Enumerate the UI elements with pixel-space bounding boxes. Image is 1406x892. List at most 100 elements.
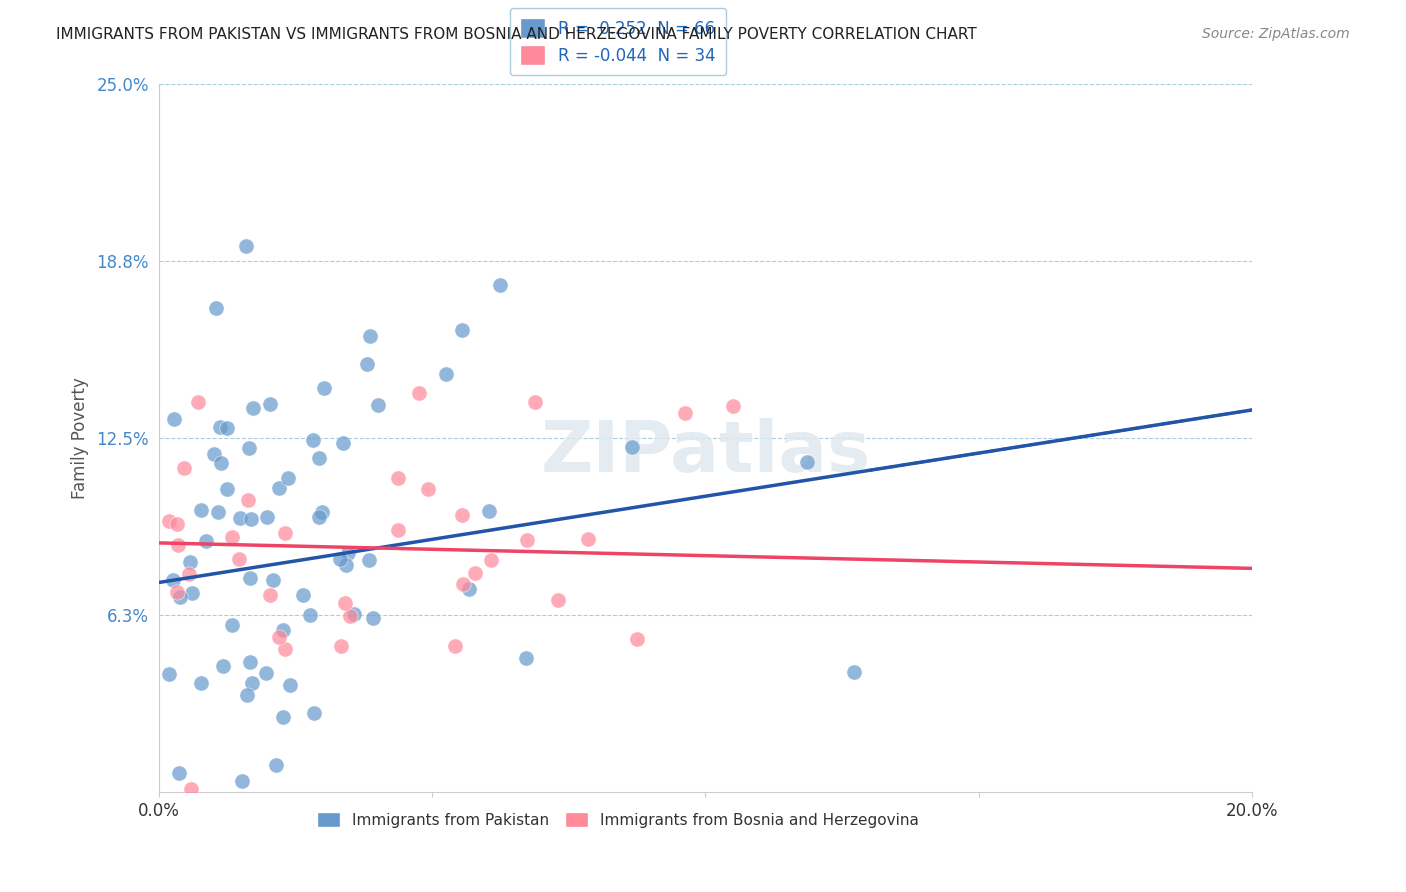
Point (278, 677, 301, 691)
Point (217, 483, 239, 497)
Point (166, 516, 188, 531)
Point (228, 551, 250, 566)
Point (267, 481, 290, 495)
Point (450, 323, 472, 337)
Point (329, 639, 352, 653)
Point (308, 450, 330, 465)
Point (387, 523, 409, 537)
Point (339, 608, 361, 623)
Point (167, 538, 190, 552)
Point (292, 588, 315, 602)
Point (357, 553, 380, 567)
Point (202, 447, 225, 461)
Point (256, 510, 278, 524)
Point (166, 585, 188, 599)
Point (211, 659, 233, 673)
Point (209, 456, 232, 470)
Point (240, 512, 263, 526)
Point (335, 596, 357, 610)
Point (387, 470, 409, 484)
Point (311, 505, 333, 519)
Point (163, 412, 186, 426)
Point (515, 651, 537, 665)
Point (159, 514, 181, 528)
Point (451, 577, 474, 591)
Point (464, 566, 486, 580)
Point (262, 573, 284, 587)
Point (479, 553, 502, 567)
Point (367, 398, 389, 412)
Point (157, 667, 180, 681)
Point (418, 483, 440, 497)
Point (208, 419, 231, 434)
Point (167, 765, 190, 780)
Point (547, 593, 569, 607)
Text: IMMIGRANTS FROM PAKISTAN VS IMMIGRANTS FROM BOSNIA AND HERZEGOVINA FAMILY POVERT: IMMIGRANTS FROM PAKISTAN VS IMMIGRANTS F… (56, 27, 977, 42)
Point (336, 546, 359, 560)
Point (239, 656, 262, 670)
Point (238, 492, 260, 507)
Point (443, 639, 465, 653)
Point (335, 558, 357, 572)
Point (796, 455, 818, 469)
Point (236, 688, 259, 702)
Y-axis label: Family Poverty: Family Poverty (72, 377, 89, 500)
Point (576, 532, 599, 546)
Point (361, 611, 384, 625)
Point (271, 623, 294, 637)
Point (332, 435, 354, 450)
Legend: Immigrants from Pakistan, Immigrants from Bosnia and Herzegovina: Immigrants from Pakistan, Immigrants fro… (311, 805, 925, 834)
Point (434, 367, 457, 381)
Point (180, 586, 202, 600)
Point (207, 505, 229, 519)
Point (169, 590, 191, 604)
Point (162, 573, 184, 587)
Point (302, 706, 325, 720)
Point (516, 533, 538, 547)
Point (329, 552, 352, 566)
Point (177, 566, 200, 581)
Point (271, 710, 294, 724)
Point (721, 400, 744, 414)
Point (221, 617, 243, 632)
Point (264, 758, 287, 772)
Point (524, 395, 547, 409)
Text: Source: ZipAtlas.com: Source: ZipAtlas.com (1202, 27, 1350, 41)
Point (308, 510, 330, 524)
Point (259, 587, 281, 601)
Point (673, 406, 696, 420)
Point (620, 440, 643, 454)
Point (242, 401, 264, 415)
Point (359, 329, 381, 343)
Point (489, 278, 512, 293)
Point (312, 381, 335, 395)
Point (302, 433, 325, 447)
Point (626, 632, 648, 646)
Point (408, 386, 430, 401)
Point (842, 665, 865, 680)
Point (179, 555, 201, 569)
Point (180, 782, 202, 797)
Point (221, 530, 243, 544)
Point (299, 607, 322, 622)
Point (269, 630, 291, 644)
Point (187, 395, 209, 409)
Point (478, 504, 501, 518)
Point (235, 239, 257, 253)
Point (229, 511, 252, 525)
Text: ZIPatlas: ZIPatlas (540, 417, 870, 487)
Point (204, 301, 226, 315)
Point (190, 503, 212, 517)
Point (238, 570, 260, 584)
Point (277, 471, 299, 485)
Point (173, 461, 195, 475)
Point (190, 676, 212, 690)
Point (451, 508, 474, 522)
Point (273, 525, 295, 540)
Point (343, 607, 366, 621)
Point (356, 357, 378, 371)
Point (231, 774, 253, 789)
Point (194, 534, 217, 549)
Point (254, 666, 277, 681)
Point (238, 442, 260, 456)
